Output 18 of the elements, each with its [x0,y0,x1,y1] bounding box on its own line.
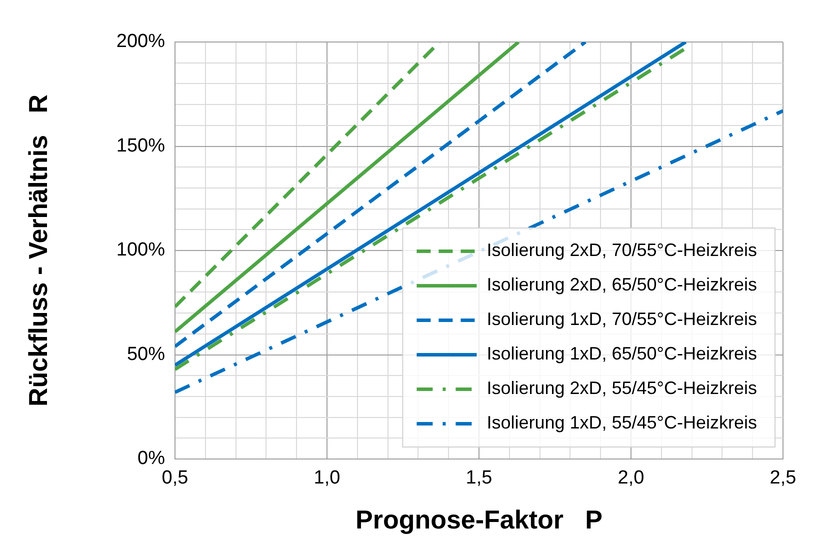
legend-label: Isolierung 1xD, 55/45°C-Heizkreis [486,412,758,433]
legend-label: Isolierung 2xD, 65/50°C-Heizkreis [486,274,758,295]
y-tick-label: 200% [116,31,166,52]
legend-label: Isolierung 1xD, 65/50°C-Heizkreis [486,344,758,364]
y-axis-title: Rückfluss - Verhältnis R [22,94,53,407]
legend-label: Isolierung 2xD, 70/55°C-Heizkreis [486,240,758,260]
y-tick-label: 50% [126,344,166,365]
x-tick-label: 0,5 [162,468,188,489]
legend-label: Isolierung 2xD, 55/45°C-Heizkreis [486,378,758,398]
y-tick-label: 0% [138,448,166,470]
x-axis-title: Prognose-Faktor P [355,504,603,535]
x-tick-label: 1,0 [314,468,340,489]
x-tick-label: 1,5 [466,468,492,489]
x-tick-label: 2,0 [618,468,644,489]
y-tick-label: 150% [116,135,166,156]
y-tick-label: 100% [116,240,166,261]
legend-label: Isolierung 1xD, 70/55°C-Heizkreis [486,309,758,330]
x-tick-label: 2,5 [770,468,796,489]
